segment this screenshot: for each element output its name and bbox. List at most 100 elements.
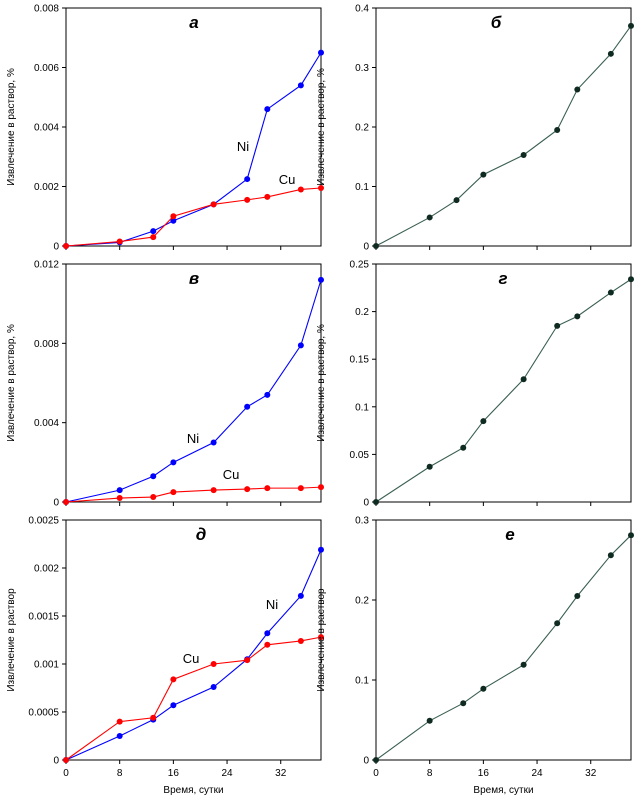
data-point [460, 700, 467, 707]
y-tick-label: 0.002 [34, 564, 59, 575]
x-tick-label: 0 [373, 768, 379, 779]
data-point [116, 495, 123, 502]
chart-panel-5: 0 0.0005 0.001 0.0015 0.002 0.0025 0 8 16 24 32 Вре… [6, 516, 324, 796]
data-point [170, 459, 177, 466]
series-line [375, 534, 632, 761]
series-label: Cu [223, 467, 240, 482]
y-tick-label: 0.15 [350, 355, 370, 366]
x-tick-label: 8 [427, 768, 433, 779]
panel-title: в [189, 269, 199, 288]
data-point [318, 276, 324, 283]
plot-frame [375, 519, 632, 761]
y-axis-label: Извлечение в раствор, % [316, 68, 327, 186]
series-label: Ni [187, 431, 199, 446]
series-label: Cu [183, 651, 200, 666]
panel-title: д [196, 525, 207, 544]
data-point [244, 176, 251, 183]
data-point [210, 661, 217, 667]
data-point [264, 485, 271, 492]
y-axis-label: Извлечение в раствор [6, 588, 17, 692]
data-point [574, 86, 581, 93]
series-cu: Cu [63, 634, 324, 763]
data-point [520, 661, 527, 668]
x-axis-label: Время, сутки [473, 785, 533, 796]
chart-panel-6: 0 0.1 0.2 0.3 0 8 16 24 32 Время, сутки Извлечение… [316, 516, 634, 796]
data-point [244, 657, 251, 664]
data-point [426, 463, 433, 470]
panel-title: е [505, 525, 514, 544]
data-point [63, 243, 69, 249]
data-point [150, 473, 157, 480]
data-point [264, 193, 271, 200]
x-tick-label: 32 [585, 768, 597, 779]
y-axis-label: Извлечение в раствор, % [316, 324, 327, 442]
y-tick-label: 0.008 [34, 339, 59, 350]
y-tick-label: 0 [53, 756, 59, 767]
data-point [170, 213, 177, 220]
data-point [554, 322, 561, 329]
panel-title: б [491, 13, 502, 32]
data-point [150, 714, 157, 721]
series-cu: Cu [63, 467, 324, 505]
data-point [426, 214, 433, 221]
x-tick-label: 16 [168, 768, 180, 779]
x-tick-label: 16 [478, 768, 490, 779]
panel-title: г [498, 269, 507, 288]
y-tick-label: 0.0025 [28, 516, 59, 527]
x-tick-label: 24 [221, 768, 233, 779]
series-label: Ni [266, 597, 278, 612]
data-point [116, 487, 123, 494]
data-point [480, 685, 487, 692]
data-point [554, 620, 561, 627]
data-point [264, 641, 271, 648]
data-point [607, 50, 614, 57]
y-tick-label: 0 [363, 498, 369, 509]
data-point [318, 484, 324, 491]
y-axis-label: Извлечение в раствор [316, 588, 327, 692]
data-point [170, 676, 177, 683]
data-point [297, 342, 304, 349]
data-point [116, 733, 123, 739]
data-point [453, 197, 460, 204]
series-line [375, 25, 632, 247]
data-point [170, 702, 177, 709]
data-point [297, 186, 304, 193]
data-point [607, 289, 614, 296]
data-point [373, 757, 379, 763]
data-point [244, 196, 251, 203]
data-point [170, 489, 177, 496]
plot-frame [65, 263, 322, 503]
y-tick-label: 0.2 [355, 307, 369, 318]
data-point [520, 151, 527, 158]
series-extraction [373, 532, 634, 763]
series-line [65, 486, 322, 503]
series-line [65, 279, 322, 503]
data-point [574, 313, 581, 320]
series-label: Cu [279, 172, 296, 187]
y-tick-label: 0.2 [355, 123, 369, 134]
x-tick-label: 8 [117, 768, 123, 779]
data-point [210, 439, 217, 446]
data-point [373, 243, 379, 249]
data-point [426, 717, 433, 724]
y-tick-label: 0.008 [34, 4, 59, 15]
series-extraction [373, 276, 634, 505]
y-tick-label: 0 [363, 242, 369, 253]
y-tick-label: 0.3 [355, 516, 369, 527]
data-point [116, 238, 123, 245]
data-point [63, 757, 69, 763]
x-tick-label: 0 [63, 768, 69, 779]
data-point [480, 171, 487, 178]
y-tick-label: 0.004 [34, 418, 59, 429]
data-point [116, 718, 123, 725]
series-line [65, 52, 322, 247]
data-point [628, 22, 634, 29]
y-tick-label: 0.05 [350, 450, 370, 461]
x-tick-label: 24 [531, 768, 543, 779]
series-ni: Ni [63, 49, 324, 249]
series-ni: Ni [63, 546, 324, 763]
y-tick-label: 0.0015 [28, 612, 59, 623]
series-label: Ni [237, 139, 249, 154]
data-point [264, 391, 271, 398]
